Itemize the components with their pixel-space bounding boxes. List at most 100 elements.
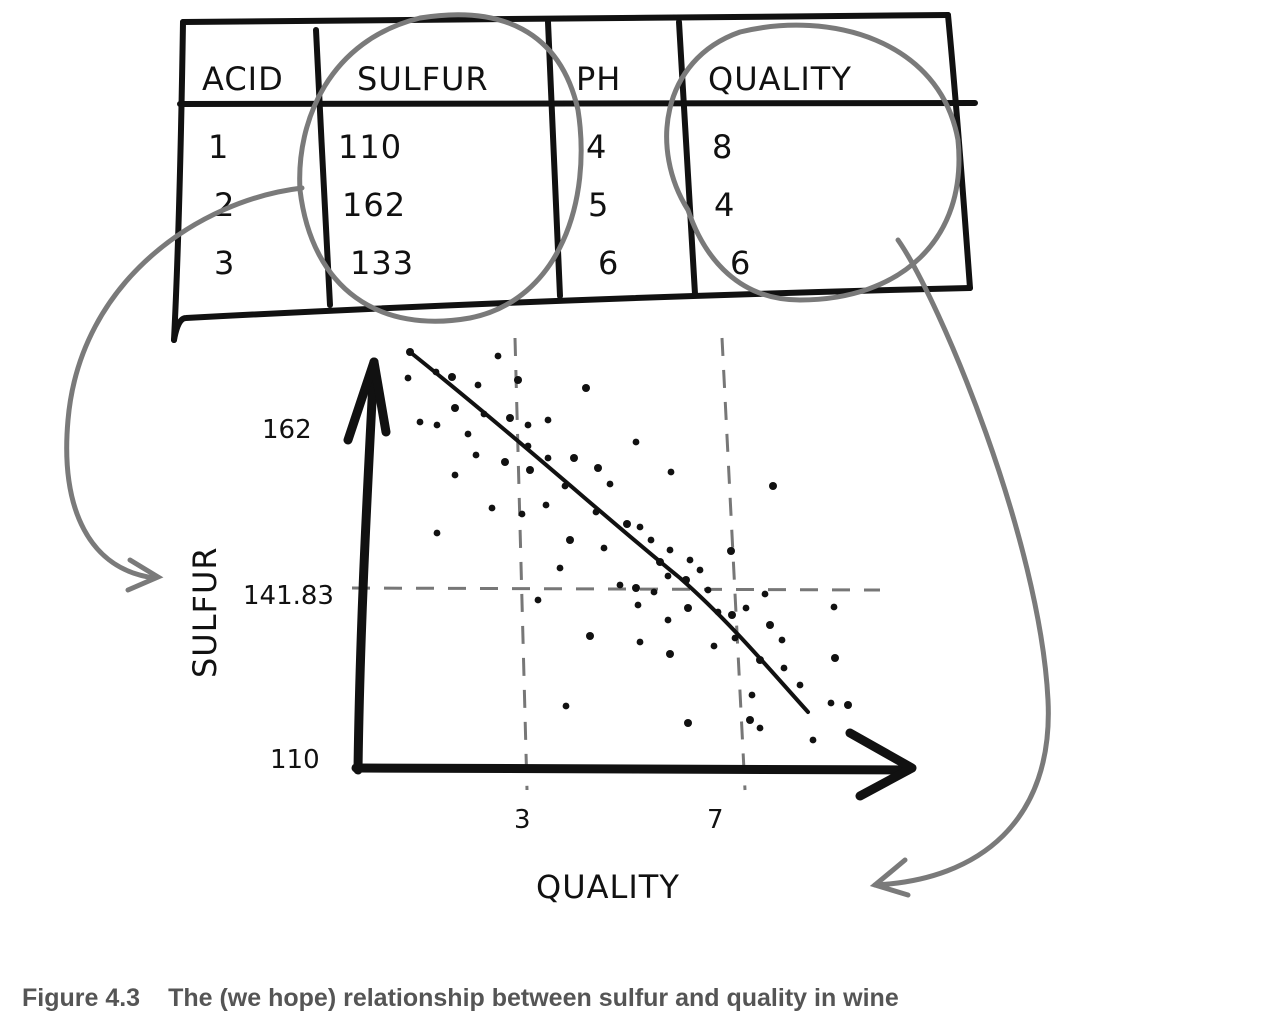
scatter-point [778, 636, 786, 644]
scatter-point [480, 410, 488, 418]
table-bottom-border [171, 285, 973, 343]
table-col-divider-2 [545, 19, 563, 299]
scatter-point [844, 701, 852, 709]
scatter-point [472, 451, 480, 459]
scatter-point [728, 611, 736, 619]
scatter-point [831, 654, 839, 662]
y-tick-label-162: 162 [262, 415, 312, 445]
scatter-point [544, 416, 552, 424]
scatter-point [451, 404, 459, 412]
scatter-point [623, 520, 631, 528]
x-tick-label-3: 3 [514, 805, 531, 835]
scatter-point [746, 716, 754, 724]
scatter-point [666, 546, 674, 554]
scatter-point [544, 454, 552, 462]
scatter-point [796, 681, 804, 689]
scatter-point [501, 458, 509, 466]
scatter-point [416, 418, 424, 426]
scatter-point [632, 584, 640, 592]
scatter-point [656, 558, 664, 566]
scatter-point [518, 510, 526, 518]
table-cell-acid-3: 3 [214, 244, 235, 282]
x-axis-arrow-head [845, 728, 917, 801]
scatter-point [406, 348, 414, 356]
scatter-point [566, 536, 574, 544]
sulfur-highlight-circle [297, 12, 584, 324]
figure-caption: Figure 4.3 The (we hope) relationship bet… [22, 984, 1242, 1013]
scatter-point [600, 544, 608, 552]
scatter-point [586, 632, 594, 640]
scatter-point [514, 376, 522, 384]
scatter-point [474, 381, 482, 389]
scatter-point [748, 691, 756, 699]
scatter-point [524, 421, 532, 429]
scatter-point [494, 352, 502, 360]
scatter-point [636, 638, 644, 646]
scatter-point [684, 719, 692, 727]
scatter-point [606, 480, 614, 488]
reference-line-quality-3 [513, 337, 529, 791]
scatter-point [727, 547, 735, 555]
scatter-point [534, 596, 542, 604]
table-col-divider-3 [676, 19, 698, 297]
scatter-point [636, 523, 644, 531]
y-axis [353, 357, 379, 775]
scatter-point [594, 464, 602, 472]
scatter-point [664, 572, 672, 580]
scatter-points [404, 348, 852, 744]
scatter-point [448, 373, 456, 381]
scatter-point [830, 603, 838, 611]
y-tick-label-141-83: 141.83 [243, 581, 334, 611]
table-cell-quality-2: 4 [714, 186, 735, 224]
y-axis-arrow-head [343, 357, 391, 445]
scatter-point [664, 616, 672, 624]
scatter-point [542, 501, 550, 509]
table-cell-sulfur-1: 110 [338, 128, 402, 166]
scatter-point [464, 430, 472, 438]
table-cell-sulfur-2: 162 [342, 186, 406, 224]
table-cell-sulfur-3: 133 [350, 244, 414, 282]
scatter-point [526, 466, 534, 474]
scatter-point [561, 482, 569, 490]
scatter-point [667, 468, 675, 476]
table-top-border [180, 12, 951, 25]
table-cell-ph-1: 4 [586, 128, 607, 166]
scatter-point [562, 702, 570, 710]
scatter-point [506, 414, 514, 422]
sulfur-arrow-head [125, 557, 164, 593]
scatter-point [647, 536, 655, 544]
scatter-point [769, 482, 777, 490]
reference-line-sulfur-141 [351, 586, 881, 592]
trend-line [408, 350, 810, 714]
data-table [171, 12, 978, 343]
reference-line-quality-7 [720, 337, 747, 791]
table-cell-ph-2: 5 [588, 186, 609, 224]
scatter-point [432, 368, 440, 376]
table-left-border [171, 19, 186, 343]
caption-text: The (we hope) relationship between sulfu… [168, 984, 899, 1012]
table-header-acid: ACID [202, 60, 284, 98]
x-tick-label-7: 7 [707, 805, 724, 835]
table-row: 2 162 5 4 [214, 186, 735, 224]
scatter-point [524, 442, 532, 450]
table-cell-ph-3: 6 [598, 244, 619, 282]
scatter-point [616, 581, 624, 589]
table-cell-acid-1: 1 [208, 128, 229, 166]
sulfur-arrow-curve [64, 185, 305, 581]
scatter-point [556, 564, 564, 572]
caption-number: Figure 4.3 [22, 984, 141, 1012]
quality-highlight-circle [664, 22, 962, 303]
scatter-point [404, 374, 412, 382]
scatter-point [756, 724, 764, 732]
scatter-point [710, 642, 718, 650]
scatter-point [827, 699, 835, 707]
table-cell-quality-3: 6 [730, 244, 751, 282]
table-header-sulfur: SULFUR [357, 60, 489, 98]
scatter-point [632, 438, 640, 446]
table-row: 1 110 4 8 [208, 128, 732, 166]
table-header-divider [177, 99, 978, 107]
table-row: 3 133 6 6 [214, 244, 751, 282]
scatter-point [809, 736, 817, 744]
